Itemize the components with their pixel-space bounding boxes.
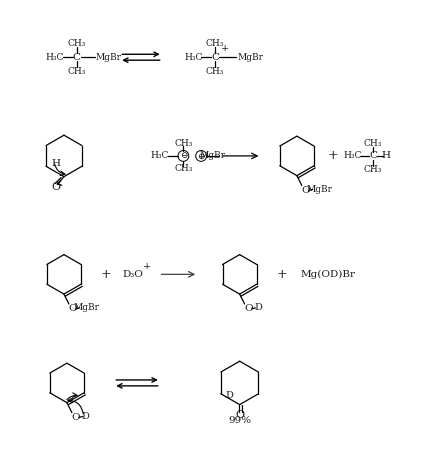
Text: O: O bbox=[71, 413, 80, 422]
Text: H₃C: H₃C bbox=[184, 53, 202, 62]
Text: +: + bbox=[101, 268, 112, 281]
Text: D: D bbox=[82, 412, 90, 421]
Text: Mg(OD)Br: Mg(OD)Br bbox=[301, 270, 356, 279]
Text: D₃O: D₃O bbox=[123, 270, 144, 279]
Text: H₃C: H₃C bbox=[343, 151, 361, 160]
Text: 99%: 99% bbox=[228, 416, 251, 425]
Text: CH₃: CH₃ bbox=[206, 67, 224, 76]
Text: H₃C: H₃C bbox=[46, 53, 64, 62]
Text: H: H bbox=[51, 159, 60, 168]
Text: D: D bbox=[226, 391, 234, 400]
Text: ⊕: ⊕ bbox=[197, 151, 205, 160]
Text: D: D bbox=[255, 303, 262, 312]
Text: O: O bbox=[235, 410, 244, 420]
Text: MgBr: MgBr bbox=[74, 303, 100, 312]
Text: CH₃: CH₃ bbox=[174, 139, 193, 148]
Text: O: O bbox=[244, 304, 253, 313]
Text: C: C bbox=[369, 151, 377, 160]
Text: CH₃: CH₃ bbox=[364, 165, 382, 174]
Text: C: C bbox=[211, 53, 219, 62]
Text: O: O bbox=[68, 304, 77, 313]
Text: MgBr: MgBr bbox=[306, 185, 333, 194]
Text: CH₃: CH₃ bbox=[68, 39, 86, 48]
Text: +: + bbox=[143, 262, 151, 271]
Text: MgBr: MgBr bbox=[200, 151, 226, 160]
Text: MgBr: MgBr bbox=[95, 53, 122, 62]
Text: +: + bbox=[221, 44, 229, 53]
Text: +: + bbox=[328, 149, 339, 162]
Text: CH₃: CH₃ bbox=[206, 39, 224, 48]
Text: ⊖: ⊖ bbox=[180, 151, 187, 160]
Text: H₃C: H₃C bbox=[150, 151, 169, 160]
Text: O: O bbox=[301, 186, 310, 195]
Text: MgBr: MgBr bbox=[238, 53, 264, 62]
Text: C: C bbox=[73, 53, 81, 62]
Text: CH₃: CH₃ bbox=[174, 164, 193, 173]
Text: CH₃: CH₃ bbox=[364, 139, 382, 148]
Text: H: H bbox=[381, 151, 390, 160]
Text: +: + bbox=[277, 268, 287, 281]
Text: O: O bbox=[51, 183, 61, 193]
Text: CH₃: CH₃ bbox=[68, 67, 86, 76]
